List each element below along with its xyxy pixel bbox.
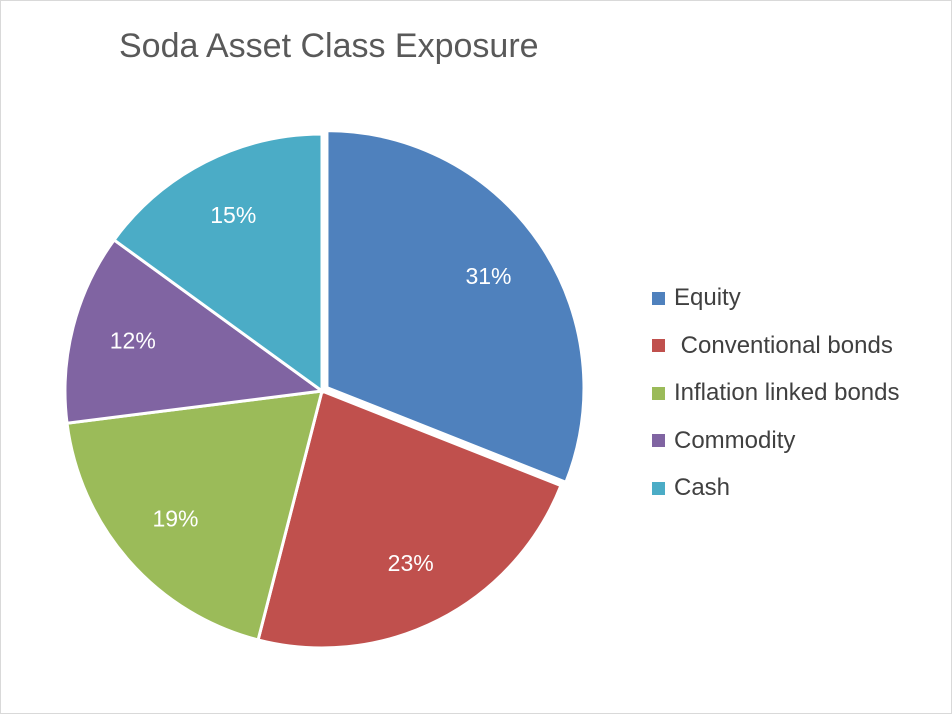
legend-item-commodity: Commodity [652,427,900,455]
legend-label: Commodity [674,426,796,454]
data-label-commodity: 12% [110,327,156,353]
legend-swatch [652,291,665,305]
pie-slice-commodity [63,237,326,425]
legend-swatch [652,386,665,400]
legend-item-conventional-bonds: Conventional bonds [652,332,900,360]
legend-swatch [652,434,665,447]
pie-slice-cash [111,132,324,394]
pie-slice-equity [325,129,586,485]
legend-item-equity: Equity [652,284,900,312]
data-label-inflation-linked-bonds: 19% [152,505,198,531]
chart-title: Soda Asset Class Exposure [119,27,539,65]
data-label-equity: 31% [465,263,511,289]
data-label-conventional-bonds: 23% [388,550,434,576]
legend-item-cash: Cash [652,474,900,502]
legend-swatch [652,481,665,495]
pie-slice-conventional-bonds [256,388,563,650]
data-label-cash: 15% [210,202,256,228]
legend-label: Conventional bonds [674,331,893,359]
legend-item-inflation-linked-bonds: Inflation linked bonds [652,379,900,407]
legend-label: Inflation linked bonds [674,379,900,406]
legend-swatch [652,339,665,352]
legend: Equity Conventional bonds Inflation linke… [652,284,900,522]
pie-slice-inflation-linked-bonds [65,389,325,642]
legend-label: Cash [674,474,731,501]
legend-label: Equity [674,284,741,311]
